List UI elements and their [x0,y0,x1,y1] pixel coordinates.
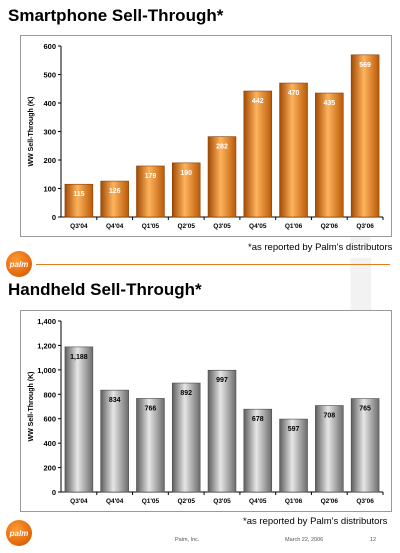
bar [171,382,201,493]
data-label: 435 [323,100,335,107]
bar [350,398,380,493]
y-tick-label: 200 [43,464,56,473]
x-tick-label: Q2'06 [321,498,339,505]
footnote: *as reported by Palm's distributors [243,516,388,527]
smartphone-slide: Smartphone Sell-Through* 0 100 200 300 400 50… [0,0,400,277]
data-label: 179 [145,173,157,180]
x-tick-label: Q4'04 [106,223,124,230]
x-tick-label: Q4'05 [249,498,267,505]
data-label: 997 [216,377,228,384]
footer-date: March 22, 2006 [285,537,324,543]
slide-title: Smartphone Sell-Through* [8,6,224,25]
data-label: 834 [109,397,121,404]
data-label: 766 [145,405,157,412]
x-tick-label: Q4'05 [249,223,267,230]
data-label: 442 [252,98,264,105]
data-label: 892 [180,390,192,397]
bar [315,405,344,493]
x-tick-label: Q3'06 [356,223,374,230]
y-tick-label: 800 [43,390,56,399]
y-axis-label: WW Sell-Through (K) [28,97,35,167]
data-label: 765 [359,406,371,413]
y-axis-label: WW Sell-Through (K) [28,372,35,442]
y-tick-label: 1,000 [37,366,56,375]
x-tick-label: Q3'05 [213,223,231,230]
x-tick-label: Q3'06 [356,498,374,505]
palm-logo: palm [6,251,32,277]
data-label: 470 [288,90,300,97]
bar [100,389,129,493]
x-tick-label: Q4'04 [106,498,124,505]
bar [243,90,273,218]
data-label: 282 [216,144,228,151]
y-tick-label: 400 [43,439,56,448]
data-label: 569 [359,62,371,69]
divider-rule [36,264,390,265]
x-tick-label: Q1'05 [142,498,160,505]
handheld-bar-chart: 0 200 400 600 800 1,000 1,200 1,400 WW Sell-Thro… [28,317,384,505]
chart-frame: 0 200 400 600 800 1,000 1,200 1,400 WW Sell-Thro… [20,310,392,512]
y-tick-label: 300 [43,128,56,137]
y-tick-label: 500 [43,71,56,80]
footer-company: Palm, Inc. [175,537,200,543]
y-tick-label: 1,400 [37,317,56,326]
chart-frame: 0 100 200 300 400 500 600 WW Sell-Through (K) 11… [20,35,392,237]
data-label: 678 [252,416,264,423]
data-label: 126 [109,188,121,195]
x-tick-label: Q1'06 [285,223,303,230]
handheld-slide: Handheld Sell-Through* 0 200 400 600 800 1,00… [0,270,400,553]
smartphone-bar-chart: 0 100 200 300 400 500 600 WW Sell-Through (K) 11… [28,42,384,230]
bar [207,369,237,493]
bar [243,408,273,493]
bar [171,162,201,218]
x-tick-label: Q2'05 [177,498,195,505]
logo-text: palm [9,259,29,269]
x-tick-label: Q2'05 [177,223,195,230]
bar [64,346,94,493]
footer-page: 12 [370,537,377,543]
x-tick-label: Q1'05 [142,223,160,230]
palm-logo: palm [6,520,32,546]
bar [350,54,380,218]
x-tick-label: Q3'04 [70,223,88,230]
bar [207,136,237,218]
y-tick-label: 600 [43,415,56,424]
bar [136,398,165,493]
data-label: 708 [323,413,335,420]
y-tick-label: 100 [43,185,56,194]
y-tick-label: 400 [43,99,56,108]
footnote: *as reported by Palm's distributors [248,242,393,253]
x-tick-label: Q3'05 [213,498,231,505]
y-tick-label: 1,200 [37,341,56,350]
bar [64,183,94,218]
bar [279,418,308,493]
logo-text: palm [9,528,29,538]
bar [315,92,344,218]
y-tick-label: 0 [52,213,56,222]
data-label: 1,188 [70,354,88,361]
x-tick-label: Q2'06 [321,223,339,230]
y-tick-label: 600 [43,42,56,51]
x-tick-label: Q1'06 [285,498,303,505]
y-tick-label: 200 [43,156,56,165]
data-label: 115 [73,191,84,198]
y-tick-label: 0 [52,488,56,497]
x-tick-label: Q3'04 [70,498,88,505]
bar [100,180,129,218]
data-label: 190 [180,170,192,177]
bar [136,165,165,218]
bar [279,82,308,218]
data-label: 597 [288,426,300,433]
slide-title: Handheld Sell-Through* [8,280,202,299]
